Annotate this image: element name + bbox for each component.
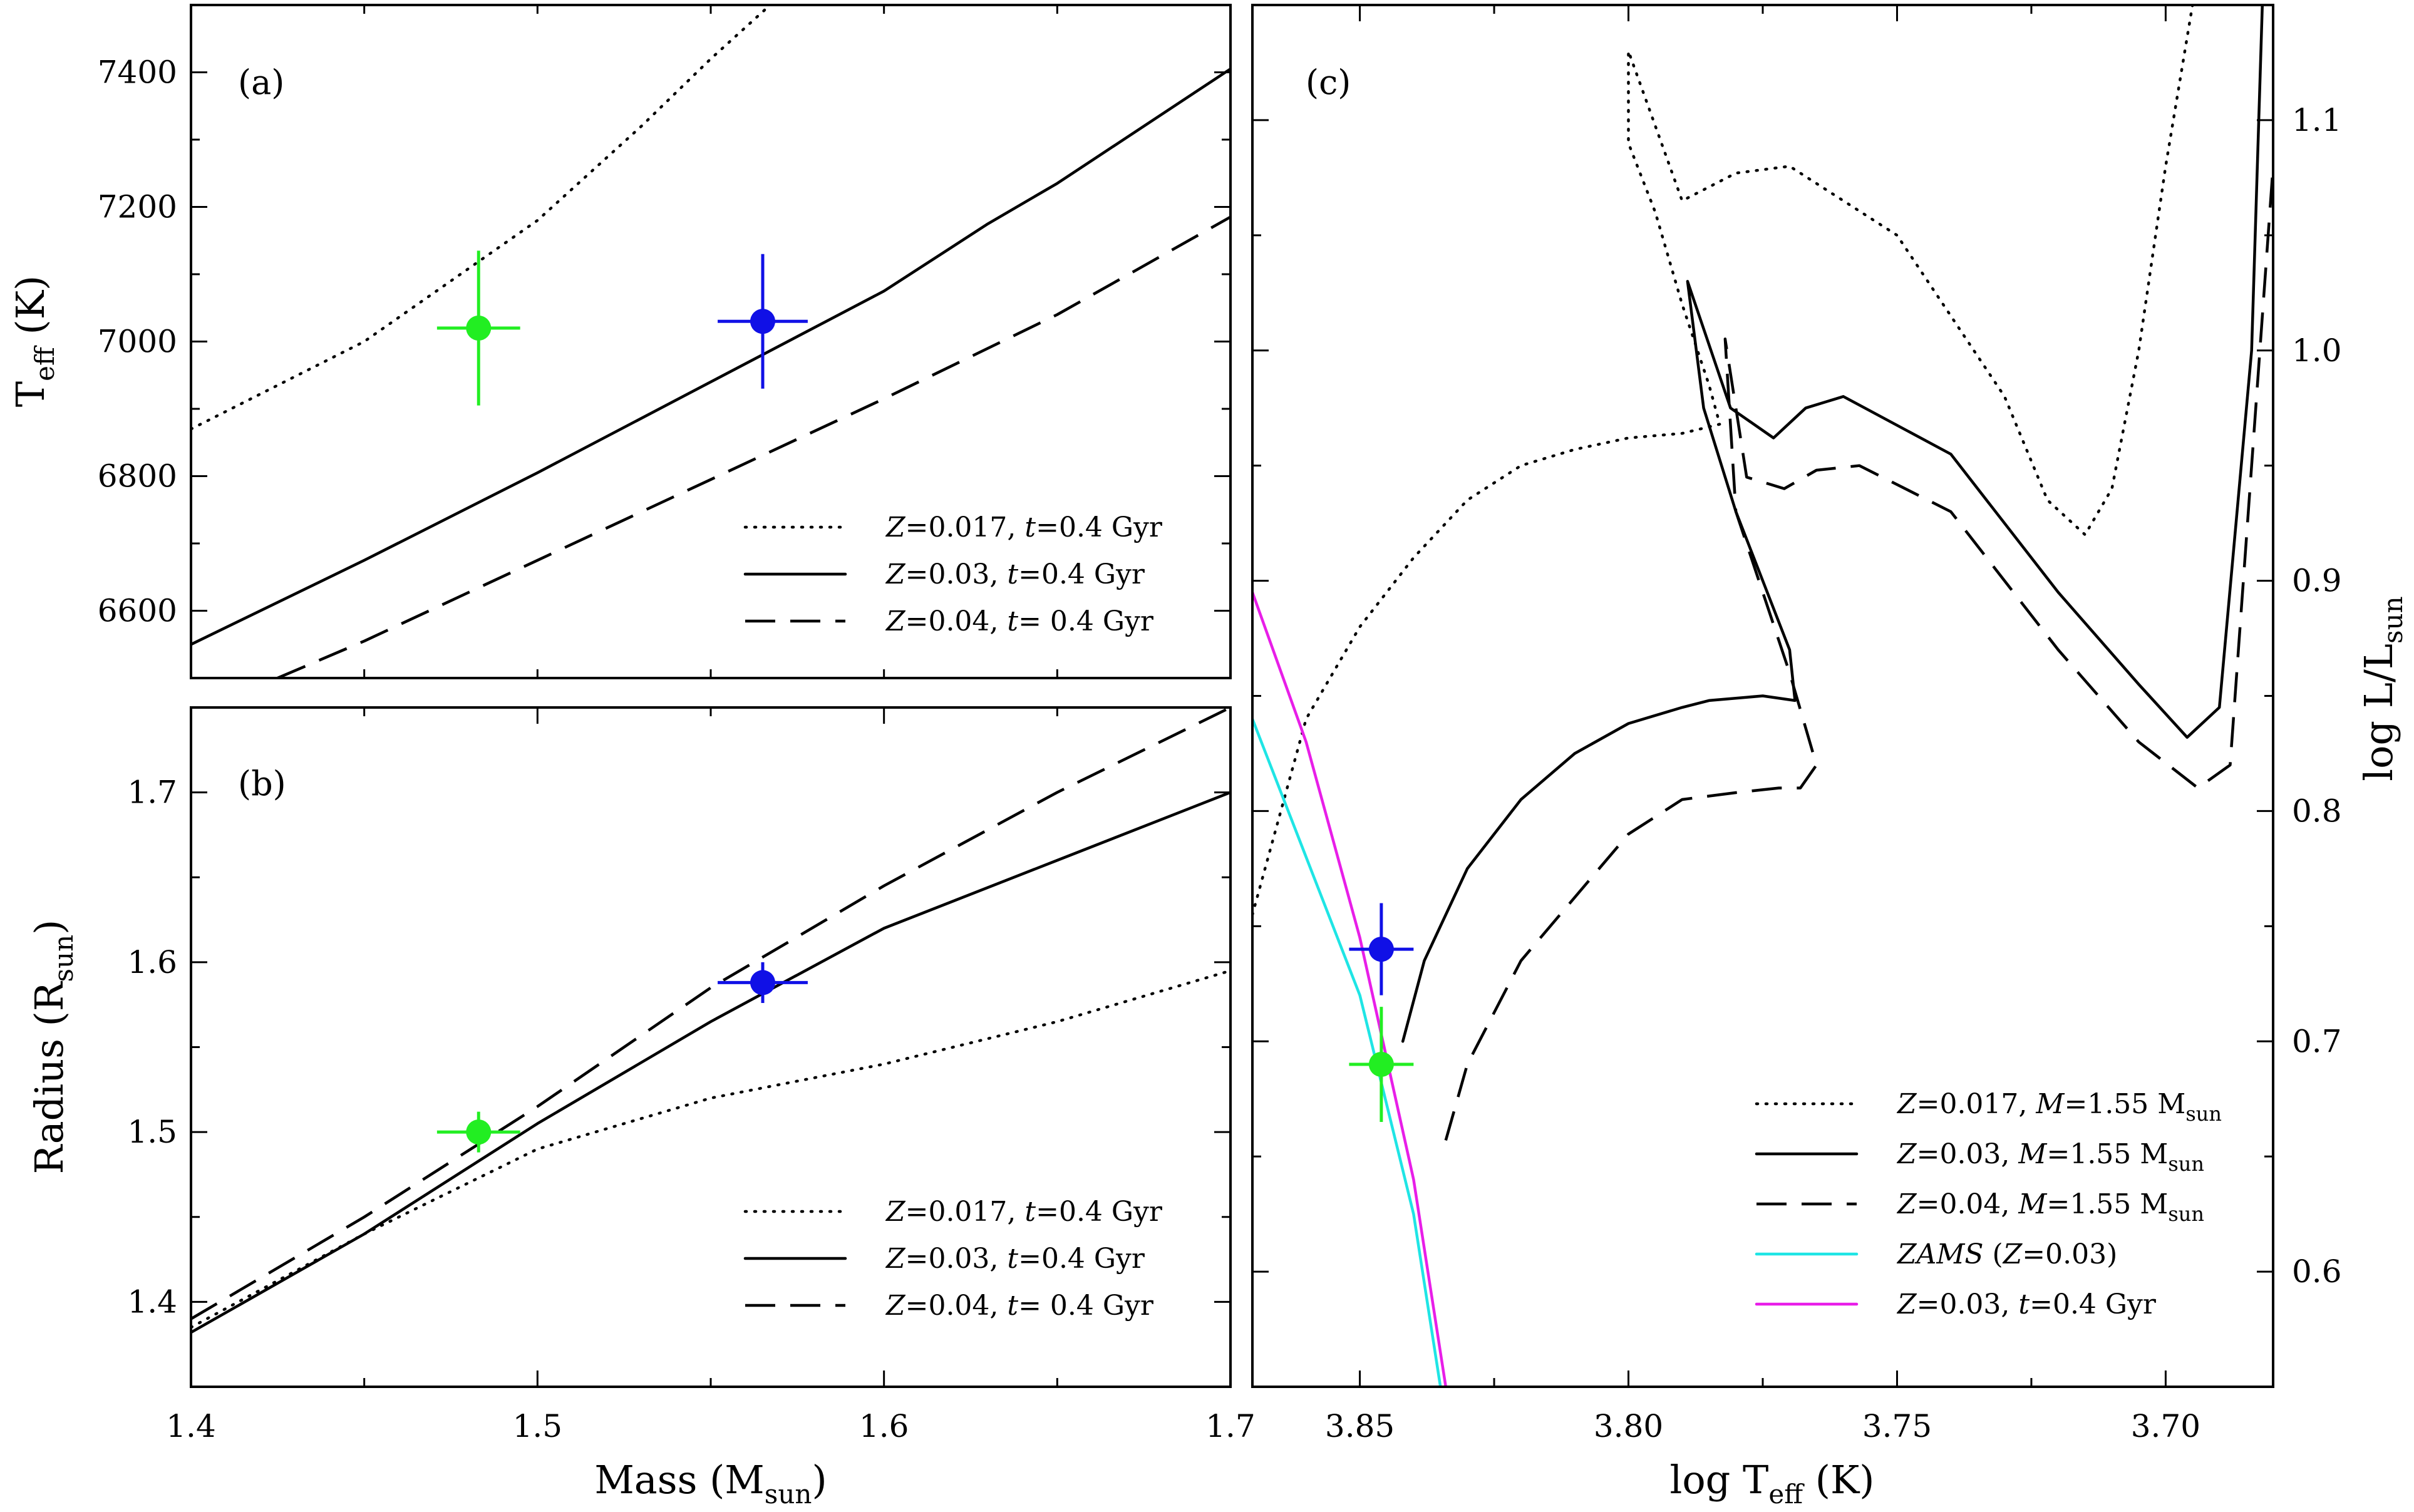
panel-b-ytick-label: 1.4 [127, 1283, 177, 1320]
panel-b-star-green [436, 1111, 520, 1153]
panel-c-series-3 [1252, 717, 1442, 1387]
panel-c-legend-label-1: Z=0.03, M=1.55 Msun [1896, 1138, 2204, 1176]
panel-b-xtick-label: 1.5 [513, 1408, 563, 1444]
panel-a-label: (a) [238, 63, 284, 102]
panel-b-legend-label-1: Z=0.03, t=0.4 Gyr [885, 1243, 1145, 1275]
panel-a-series-1 [191, 67, 1230, 646]
panel-c-xlabel: log Teff (K) [1669, 1457, 1874, 1509]
panel-b-series-2 [191, 707, 1230, 1320]
panel-c-xtick-label: 3.75 [1862, 1408, 1932, 1444]
panel-a-star-blue-marker [750, 309, 775, 334]
panel-a-ytick-label: 7400 [98, 54, 177, 91]
panel-b-ytick-label: 1.5 [127, 1114, 177, 1150]
panel-c-star-green-marker [1368, 1052, 1394, 1077]
panel-a-legend-label-2: Z=0.04, t= 0.4 Gyr [885, 605, 1154, 637]
panel-a-ytick-label: 6600 [98, 593, 177, 629]
panel-b-series-1 [191, 791, 1230, 1334]
panel-b-legend-label-2: Z=0.04, t= 0.4 Gyr [885, 1290, 1154, 1322]
panel-b-plot [191, 707, 1230, 1334]
panel-b-star-green-marker [466, 1119, 492, 1145]
panel-a-legend: Z=0.017, t=0.4 Gyr Z=0.03, t=0.4 Gyr Z=0.0… [743, 512, 1163, 637]
panel-c-ytick-label: 1.0 [2292, 332, 2342, 369]
panel-c-legend-label-2: Z=0.04, M=1.55 Msun [1896, 1188, 2204, 1226]
panel-c-ytick-label: 1.1 [2292, 102, 2342, 138]
panel-c-star-green [1349, 1007, 1414, 1122]
panel-a-series-2 [277, 215, 1230, 678]
panel-b-xtick-label: 1.4 [166, 1408, 216, 1444]
panel-c-legend-label-0: Z=0.017, M=1.55 Msun [1896, 1088, 2222, 1126]
panel-a-legend-label-0: Z=0.017, t=0.4 Gyr [885, 512, 1163, 543]
panel-a-ylabel: Teff (K) [8, 275, 60, 407]
panel-a-ytick-label: 7200 [98, 189, 177, 225]
panel-b-ytick-label: 1.7 [127, 774, 177, 811]
panel-b-xtick-label: 1.7 [1205, 1408, 1256, 1444]
panel-a-ytick-label: 7000 [98, 324, 177, 360]
panel-b-ylabel: Radius (Rsun) [26, 920, 79, 1175]
panel-a-legend-label-1: Z=0.03, t=0.4 Gyr [885, 558, 1145, 590]
panel-c: (c) 0.60.70.80.91.01.1 3.85 3.80 3.75 3.70 … [1251, 4, 2408, 1509]
panel-b-ytick-label: 1.6 [127, 944, 177, 980]
panel-c-ytick-label: 0.6 [2292, 1253, 2342, 1290]
panel-c-xticks: 3.85 3.80 3.75 3.70 [1325, 5, 2200, 1444]
panel-a-star-blue [718, 254, 808, 389]
panel-b-star-blue-marker [750, 970, 775, 995]
panel-c-ytick-label: 0.9 [2292, 563, 2342, 599]
panel-c-series-1 [1401, 5, 2264, 1043]
panel-b-frame [190, 706, 1232, 1388]
panel-c-series-4 [1252, 590, 1448, 1387]
panel-c-yticks: 0.6 0.7 0.8 0.9 1.0 1.1 [1252, 102, 2342, 1290]
panel-b-label: (b) [238, 764, 286, 803]
panel-c-series-0 [1252, 5, 2194, 917]
panel-b-legend-label-0: Z=0.017, t=0.4 Gyr [885, 1196, 1163, 1228]
panel-c-label: (c) [1306, 63, 1351, 102]
panel-c-xtick-label: 3.70 [2131, 1408, 2200, 1444]
panel-b: (b) 1.4 1.5 1.6 1.7 1.4 1.5 1.6 1.7 Radius (Rs… [26, 706, 1256, 1509]
panel-c-legend-label-3: ZAMS (Z=0.03) [1896, 1238, 2117, 1270]
panel-a-ytick-label: 6800 [98, 458, 177, 495]
panel-b-star-blue [718, 962, 808, 1003]
panel-c-star-blue-marker [1368, 937, 1394, 962]
panel-c-legend-label-4: Z=0.03, t=0.4 Gyr [1896, 1288, 2157, 1320]
panel-c-ytick-label: 0.7 [2292, 1023, 2342, 1059]
panel-b-xtick-label: 1.6 [859, 1408, 909, 1444]
panel-b-xlabel: Mass (Msun) [594, 1457, 827, 1509]
panel-b-yticks: 1.4 1.5 1.6 1.7 [127, 774, 1230, 1320]
panel-a: (a) 6600 6800 7000 7200 7400 Teff (K) Z=0.01… [8, 4, 1232, 679]
panel-c-star-blue [1349, 903, 1414, 995]
panel-c-series-2 [1444, 166, 2273, 1141]
panel-a-series-0 [191, 5, 773, 431]
panel-c-ytick-label: 0.8 [2292, 793, 2342, 829]
panel-c-xtick-label: 3.85 [1325, 1408, 1395, 1444]
panel-c-ylabel: log L/Lsun [2356, 596, 2408, 781]
panel-a-star-green [436, 250, 520, 406]
panel-a-yticks: 6600 6800 7000 7200 7400 [98, 5, 1232, 678]
panel-c-plot [1252, 5, 2273, 1387]
panel-b-xticks: 1.4 1.5 1.6 1.7 [166, 707, 1256, 1444]
panel-b-legend: Z=0.017, t=0.4 Gyr Z=0.03, t=0.4 Gyr Z=0.0… [743, 1196, 1163, 1322]
panel-c-legend: Z=0.017, M=1.55 Msun Z=0.03, M=1.55 Msun Z… [1755, 1088, 2222, 1320]
panel-a-star-green-marker [466, 316, 492, 341]
panel-a-plot [191, 5, 1230, 678]
panel-c-xtick-label: 3.80 [1594, 1408, 1663, 1444]
